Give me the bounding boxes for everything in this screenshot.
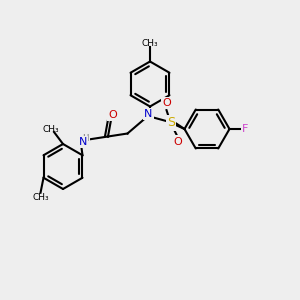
Text: N: N <box>144 109 153 119</box>
Text: H: H <box>82 134 89 142</box>
Text: N: N <box>79 137 87 147</box>
Text: O: O <box>173 136 182 147</box>
Text: O: O <box>162 98 171 108</box>
Text: CH₃: CH₃ <box>43 124 59 134</box>
Text: O: O <box>108 110 117 120</box>
Text: CH₃: CH₃ <box>142 39 158 48</box>
Text: F: F <box>242 124 248 134</box>
Text: S: S <box>167 116 175 130</box>
Text: CH₃: CH₃ <box>32 193 49 202</box>
